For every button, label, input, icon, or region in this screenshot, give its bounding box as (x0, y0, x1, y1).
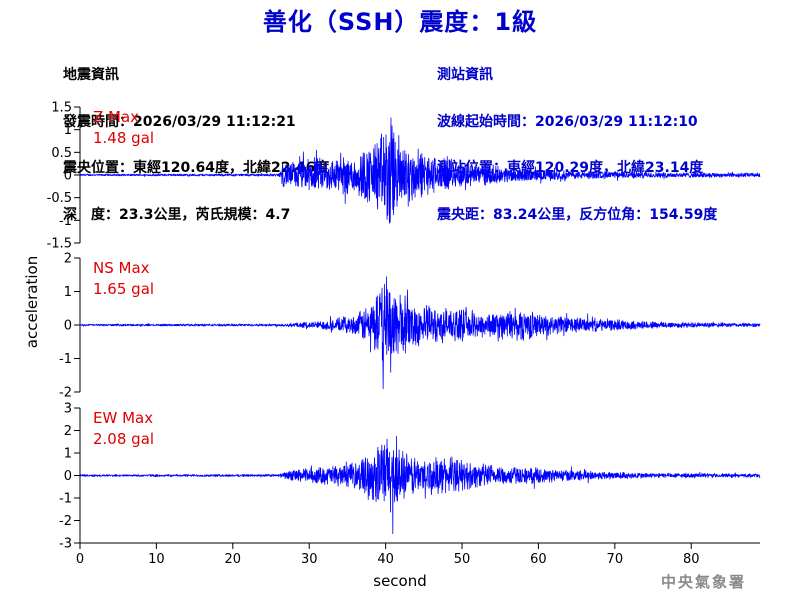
ew-y-tick-label: -3 (59, 537, 72, 552)
x-axis-label: second (373, 572, 427, 590)
z-max-value: 1.48 gal (93, 129, 154, 147)
ns-y-tick-label: 0 (64, 319, 72, 334)
x-tick-label: 40 (377, 552, 394, 567)
earthquake-info-block: 地震資訊 發震時間：2026/03/29 11:12:21 震央位置：東經120… (63, 37, 329, 239)
ew-max-label: EW Max (93, 409, 153, 427)
ns-max-value: 1.65 gal (93, 280, 154, 298)
ns-trace-line (79, 276, 761, 390)
depth-magnitude-line: 深 度：23.3公里，芮氏規模：4.7 (63, 206, 291, 223)
ew-y-tick-label: 2 (64, 424, 72, 439)
z-y-tick-label: -1 (59, 214, 72, 229)
x-tick-label: 60 (530, 552, 547, 567)
ew-max-value: 2.08 gal (93, 430, 154, 448)
z-y-tick-label: 1.5 (51, 101, 72, 116)
epicenter-line: 震央位置：東經120.64度，北緯22.46度 (63, 160, 330, 176)
ew-trace-line (79, 435, 761, 535)
x-tick-label: 30 (301, 552, 318, 567)
ew-y-tick-label: 0 (64, 469, 72, 484)
y-axis-label: acceleration (23, 256, 41, 348)
ns-max-label: NS Max (93, 259, 150, 277)
x-tick-label: 70 (607, 552, 624, 567)
x-tick-label: 80 (683, 552, 700, 567)
z-y-tick-label: -1.5 (47, 237, 72, 252)
earthquake-info-heading: 地震資訊 (63, 67, 119, 83)
z-trace-line (79, 117, 761, 224)
z-y-tick-label: -0.5 (47, 191, 72, 206)
ew-y-tick-label: 3 (64, 402, 72, 417)
agency-watermark: 中央氣象署 (660, 573, 746, 591)
z-y-tick-label: 0.5 (51, 146, 72, 161)
label-layer: Z Max 1.48 gal NS Max 1.65 gal EW Max 2.08 ga… (23, 108, 427, 590)
z-y-tick-label: 1 (64, 123, 72, 138)
z-y-tick-label: 0 (64, 169, 72, 184)
page-title: 善化（SSH）震度：1級 (262, 8, 538, 36)
ew-y-tick-label: -2 (59, 514, 72, 529)
ns-y-tick-label: -1 (59, 352, 72, 367)
x-tick-label: 20 (225, 552, 242, 567)
trace-layer (79, 117, 761, 535)
distance-azimuth-line: 震央距：83.24公里，反方位角：154.59度 (437, 206, 718, 223)
ns-y-tick-label: -2 (59, 386, 72, 401)
wave-start-line: 波線起始時間：2026/03/29 11:12:10 (437, 113, 698, 130)
ew-y-tick-label: 1 (64, 447, 72, 462)
ns-y-tick-label: 1 (64, 285, 72, 300)
origin-time-line: 發震時間：2026/03/29 11:12:21 (63, 113, 296, 130)
station-info-heading: 測站資訊 (437, 67, 493, 83)
ew-y-tick-label: -1 (59, 492, 72, 507)
station-info-block: 測站資訊 波線起始時間：2026/03/29 11:12:10 測站位置：東經1… (437, 37, 717, 239)
x-tick-label: 10 (148, 552, 165, 567)
x-tick-label: 50 (454, 552, 471, 567)
z-max-label: Z Max (93, 108, 139, 126)
ns-y-tick-label: 2 (64, 252, 72, 267)
x-tick-label: 0 (76, 552, 84, 567)
